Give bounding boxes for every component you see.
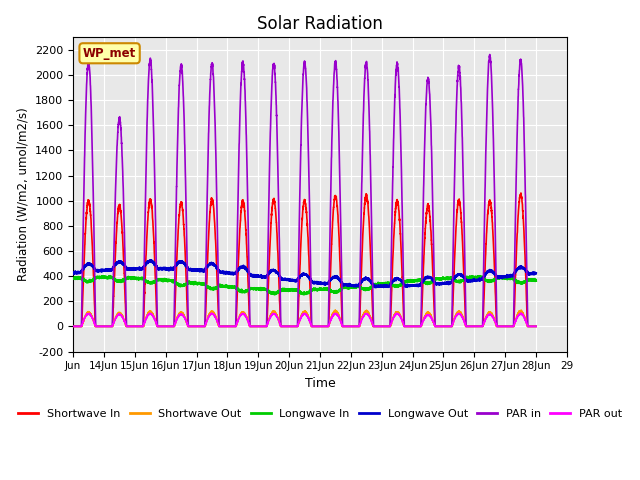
Title: Solar Radiation: Solar Radiation — [257, 15, 383, 33]
X-axis label: Time: Time — [305, 377, 335, 390]
Legend: Shortwave In, Shortwave Out, Longwave In, Longwave Out, PAR in, PAR out: Shortwave In, Shortwave Out, Longwave In… — [14, 404, 626, 423]
Text: WP_met: WP_met — [83, 47, 136, 60]
Y-axis label: Radiation (W/m2, umol/m2/s): Radiation (W/m2, umol/m2/s) — [17, 108, 29, 281]
